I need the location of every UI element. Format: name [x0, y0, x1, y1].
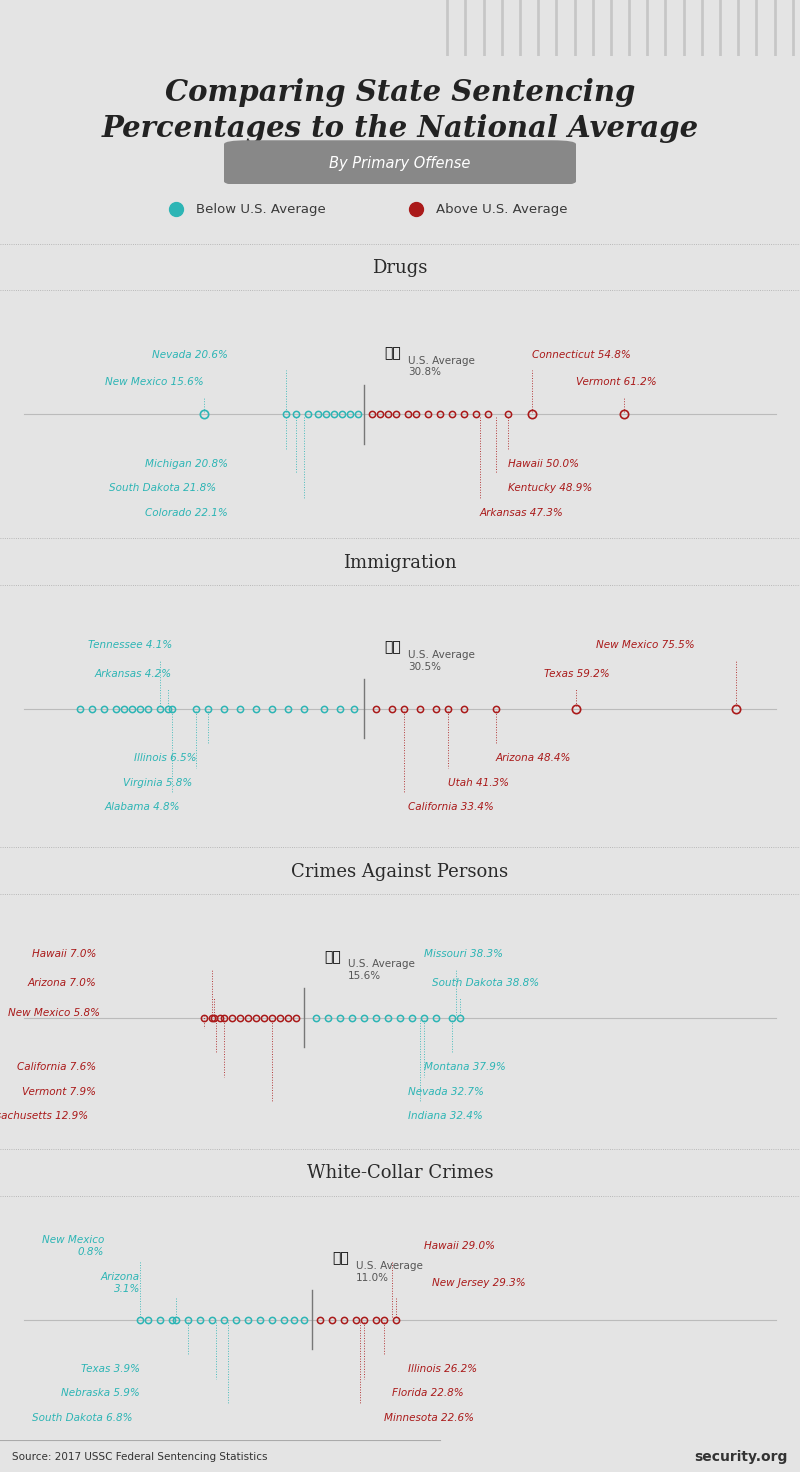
Text: Missouri 38.3%: Missouri 38.3%	[424, 949, 503, 958]
Text: Alabama 4.8%: Alabama 4.8%	[105, 802, 180, 813]
Text: Comparing State Sentencing
Percentages to the National Average: Comparing State Sentencing Percentages t…	[102, 78, 698, 143]
Text: Florida 22.8%: Florida 22.8%	[392, 1388, 464, 1398]
Text: California 7.6%: California 7.6%	[17, 1063, 96, 1072]
Text: New Jersey 29.3%: New Jersey 29.3%	[432, 1278, 526, 1288]
Text: 🇺🇸: 🇺🇸	[332, 1251, 349, 1266]
Text: New Mexico 5.8%: New Mexico 5.8%	[8, 1008, 100, 1019]
Text: Illinois 6.5%: Illinois 6.5%	[134, 754, 196, 762]
Text: Utah 41.3%: Utah 41.3%	[448, 777, 509, 788]
Text: Arkansas 47.3%: Arkansas 47.3%	[480, 508, 564, 518]
Text: South Dakota 21.8%: South Dakota 21.8%	[109, 483, 216, 493]
Text: California 33.4%: California 33.4%	[408, 802, 494, 813]
Text: Kentucky 48.9%: Kentucky 48.9%	[508, 483, 592, 493]
Text: Connecticut 54.8%: Connecticut 54.8%	[532, 350, 630, 361]
Text: 🇺🇸: 🇺🇸	[324, 949, 341, 964]
Text: U.S. Average
11.0%: U.S. Average 11.0%	[356, 1262, 423, 1282]
Text: U.S. Average
30.5%: U.S. Average 30.5%	[408, 651, 475, 671]
Text: Arkansas 4.2%: Arkansas 4.2%	[95, 670, 172, 680]
Text: Michigan 20.8%: Michigan 20.8%	[145, 459, 228, 468]
Text: By Primary Offense: By Primary Offense	[330, 156, 470, 171]
Text: New Mexico
0.8%: New Mexico 0.8%	[42, 1235, 104, 1257]
Text: Hawaii 29.0%: Hawaii 29.0%	[424, 1241, 495, 1251]
Text: 🇺🇸: 🇺🇸	[384, 346, 401, 361]
Text: Immigration: Immigration	[343, 553, 457, 571]
Text: Below U.S. Average: Below U.S. Average	[196, 203, 326, 215]
Text: Arizona 48.4%: Arizona 48.4%	[496, 754, 571, 762]
Text: Massachusetts 12.9%: Massachusetts 12.9%	[0, 1111, 88, 1122]
Text: South Dakota 6.8%: South Dakota 6.8%	[31, 1413, 132, 1423]
Text: Source: 2017 USSC Federal Sentencing Statistics: Source: 2017 USSC Federal Sentencing Sta…	[12, 1453, 267, 1462]
Text: New Mexico 15.6%: New Mexico 15.6%	[106, 377, 204, 387]
Text: U.S. Average
15.6%: U.S. Average 15.6%	[348, 960, 415, 980]
Text: Drugs: Drugs	[372, 259, 428, 277]
Text: Vermont 7.9%: Vermont 7.9%	[22, 1086, 96, 1097]
Text: Nebraska 5.9%: Nebraska 5.9%	[62, 1388, 140, 1398]
Text: Above U.S. Average: Above U.S. Average	[436, 203, 567, 215]
Text: Texas 59.2%: Texas 59.2%	[544, 670, 610, 680]
Text: Hawaii 50.0%: Hawaii 50.0%	[508, 459, 579, 468]
Text: Vermont 61.2%: Vermont 61.2%	[576, 377, 657, 387]
Text: Nevada 32.7%: Nevada 32.7%	[408, 1086, 484, 1097]
Text: South Dakota 38.8%: South Dakota 38.8%	[432, 979, 539, 989]
Text: Hawaii 7.0%: Hawaii 7.0%	[32, 949, 96, 958]
Text: White-Collar Crimes: White-Collar Crimes	[306, 1164, 494, 1182]
Text: 🇺🇸: 🇺🇸	[384, 640, 401, 655]
Text: Nevada 20.6%: Nevada 20.6%	[152, 350, 228, 361]
Text: Minnesota 22.6%: Minnesota 22.6%	[384, 1413, 474, 1423]
Text: Illinois 26.2%: Illinois 26.2%	[408, 1365, 477, 1373]
Text: Arizona
3.1%: Arizona 3.1%	[101, 1272, 140, 1294]
Text: U.S. Average
30.8%: U.S. Average 30.8%	[408, 356, 475, 377]
Text: Colorado 22.1%: Colorado 22.1%	[146, 508, 228, 518]
Text: Virginia 5.8%: Virginia 5.8%	[122, 777, 192, 788]
Text: Tennessee 4.1%: Tennessee 4.1%	[88, 640, 172, 649]
Text: Crimes Against Persons: Crimes Against Persons	[291, 863, 509, 880]
Text: New Mexico 75.5%: New Mexico 75.5%	[596, 640, 694, 649]
Text: Indiana 32.4%: Indiana 32.4%	[408, 1111, 482, 1122]
Text: security.org: security.org	[694, 1450, 788, 1465]
Text: Arizona 7.0%: Arizona 7.0%	[27, 979, 96, 989]
FancyBboxPatch shape	[224, 140, 576, 185]
Text: Texas 3.9%: Texas 3.9%	[81, 1365, 140, 1373]
Text: Montana 37.9%: Montana 37.9%	[424, 1063, 506, 1072]
